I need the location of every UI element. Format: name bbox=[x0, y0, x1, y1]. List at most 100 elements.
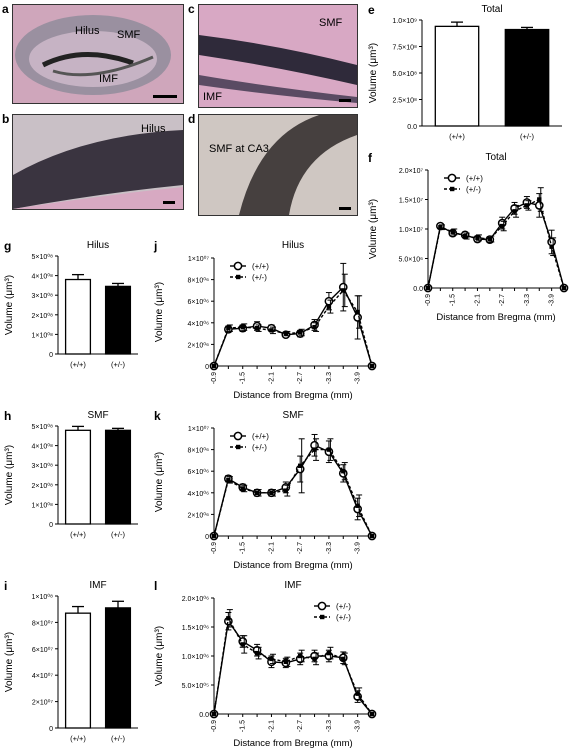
y-tick-label: 8×10⁰⁷ bbox=[32, 619, 54, 627]
x-tick-label: -3.3 bbox=[524, 294, 531, 306]
x-tick-label: -0.9 bbox=[211, 372, 218, 384]
legend-label: (+/+) bbox=[466, 174, 483, 183]
data-point-square bbox=[341, 288, 346, 293]
data-point-square bbox=[537, 197, 542, 202]
panel-letter-h: h bbox=[4, 409, 11, 423]
chart-title: IMF bbox=[89, 580, 106, 591]
data-point-square bbox=[524, 203, 530, 208]
data-point-square bbox=[355, 691, 360, 696]
x-axis-label: Distance from Bregma (mm) bbox=[436, 312, 555, 323]
data-point-square bbox=[499, 223, 505, 229]
chart-e: e Total Volume (μm³) 0.0 2.5×10⁸ 5.0×10⁸ 7.5×1… bbox=[364, 0, 574, 148]
legend-label: (+/+) bbox=[252, 432, 269, 441]
y-tick-label: 0 bbox=[205, 364, 209, 371]
chart-title: IMF bbox=[284, 580, 301, 591]
x-tick-label: -2.7 bbox=[297, 542, 304, 554]
label-smf-a: SMF bbox=[117, 29, 141, 41]
ca3-image bbox=[199, 115, 357, 215]
category-label: (+/+) bbox=[449, 132, 465, 141]
legend-marker-circle bbox=[233, 261, 243, 271]
x-tick-label: -3.3 bbox=[326, 720, 333, 732]
chart-g: g Hilus Volume (μm³) 0 1×10⁰⁸ 2×10⁰⁸ 3×10⁰⁸ 4×1… bbox=[0, 236, 150, 376]
x-tick-label: -1.5 bbox=[240, 372, 247, 384]
bar-het bbox=[504, 28, 550, 127]
chart-svg-h: h SMF Volume (μm³) 0 1×10⁰⁸ 2×10⁰⁸ 3×10⁰⁸ 4×10⁰… bbox=[4, 409, 138, 539]
data-point-square bbox=[254, 650, 260, 656]
data-point-square bbox=[369, 533, 375, 539]
y-tick-label: 5.0×10⁰⁵ bbox=[182, 682, 209, 690]
panel-letter-d: d bbox=[188, 112, 196, 126]
series-line-0 bbox=[427, 201, 565, 289]
chart-title: SMF bbox=[87, 410, 108, 421]
y-tick-label: 0 bbox=[49, 522, 53, 529]
x-tick-label: -3.9 bbox=[354, 542, 361, 554]
chart-l: l IMF Volume (μm³) 0.0 5.0×10⁰⁵ 1.0×10⁰⁶ 1.5×1… bbox=[150, 576, 382, 750]
legend-label: (+/+) bbox=[252, 262, 269, 271]
chart-title: SMF bbox=[282, 410, 303, 421]
y-axis-label: Volume (μm³) bbox=[368, 43, 379, 103]
legend-marker-square bbox=[320, 614, 325, 620]
micrograph-a: Hilus SMF IMF bbox=[12, 4, 184, 104]
y-tick-label: 0.0 bbox=[199, 712, 209, 719]
legend-marker-circle bbox=[233, 431, 243, 441]
y-tick-label: 0 bbox=[205, 534, 209, 541]
x-tick-label: -0.9 bbox=[211, 542, 218, 554]
data-point-square bbox=[297, 653, 303, 659]
chart-svg-e: e Total Volume (μm³) 0.0 2.5×10⁸ 5.0×10⁸ 7.5×1… bbox=[368, 3, 562, 141]
y-tick-label: 8×10⁰⁶ bbox=[188, 447, 210, 455]
data-point-square bbox=[312, 656, 317, 662]
data-point-square bbox=[254, 326, 260, 331]
x-tick-label: -3.9 bbox=[354, 372, 361, 384]
legend-marker-square bbox=[450, 186, 455, 192]
panel-letter-a: a bbox=[2, 2, 9, 16]
micrograph-d: SMF at CA3 bbox=[198, 114, 358, 216]
series-line-0 bbox=[213, 444, 373, 537]
data-point-square bbox=[269, 490, 274, 495]
y-tick-label: 1.5×10⁰⁶ bbox=[182, 624, 209, 632]
y-tick-label: 1×10⁰⁸ bbox=[31, 593, 53, 601]
y-tick-label: 1×10⁰⁸ bbox=[31, 501, 53, 509]
legend-label: (+/-) bbox=[336, 613, 351, 622]
chart-title: Total bbox=[481, 4, 502, 15]
legend-label: (+/-) bbox=[336, 602, 351, 611]
y-tick-label: 3×10⁰⁸ bbox=[31, 462, 53, 470]
y-axis-label: Volume (μm³) bbox=[154, 282, 165, 342]
x-tick-label: -2.7 bbox=[499, 294, 506, 306]
x-tick-label: -2.1 bbox=[474, 294, 481, 306]
hilus-image bbox=[13, 115, 183, 209]
micrograph-c: SMF IMF bbox=[198, 4, 358, 108]
label-smf-c: SMF bbox=[319, 17, 343, 29]
legend-marker-square bbox=[236, 444, 241, 450]
y-axis-label: Volume (μm³) bbox=[4, 275, 15, 335]
data-point-square bbox=[211, 363, 217, 369]
bar-het bbox=[104, 285, 132, 355]
y-tick-label: 2×10⁰⁸ bbox=[31, 482, 53, 490]
data-point-square bbox=[425, 285, 431, 291]
micrograph-b: Hilus bbox=[12, 114, 184, 210]
data-point-square bbox=[462, 233, 468, 239]
x-tick-label: -2.7 bbox=[297, 720, 304, 732]
panel-letter-l: l bbox=[154, 579, 157, 593]
hippocampus-image bbox=[13, 5, 183, 103]
x-axis-label: Distance from Bregma (mm) bbox=[233, 560, 352, 571]
bar-wt bbox=[64, 429, 92, 525]
data-point-square bbox=[240, 324, 245, 330]
chart-svg-f: f Total Volume (μm³) 0.0 5.0×10⁶ 1.0×10⁷ 1.5×1… bbox=[368, 151, 569, 323]
y-tick-label: 2.5×10⁸ bbox=[392, 98, 417, 105]
y-tick-label: 6×10⁰⁷ bbox=[32, 646, 54, 654]
y-tick-label: 5×10⁰⁸ bbox=[31, 423, 53, 431]
y-axis-label: Volume (μm³) bbox=[368, 199, 379, 259]
x-tick-label: -3.3 bbox=[326, 542, 333, 554]
y-tick-label: 1×10⁰⁷ bbox=[188, 425, 210, 433]
y-tick-label: 1×10⁰⁷ bbox=[188, 255, 210, 263]
x-tick-label: -0.9 bbox=[425, 294, 432, 306]
data-point-square bbox=[312, 324, 317, 330]
chart-title: Hilus bbox=[87, 240, 109, 251]
data-point-square bbox=[369, 363, 375, 369]
data-point-square bbox=[211, 533, 217, 539]
bar-het bbox=[104, 429, 132, 525]
chart-svg-g: g Hilus Volume (μm³) 0 1×10⁰⁸ 2×10⁰⁸ 3×10⁰⁸ 4×1… bbox=[4, 239, 138, 369]
category-label: (+/+) bbox=[70, 734, 86, 743]
x-tick-label: -3.3 bbox=[326, 372, 333, 384]
chart-svg-j: j Hilus Volume (μm³) 0 2×10⁰⁶ 4×10⁰⁶ 6×10⁰⁶ 8×1… bbox=[153, 239, 377, 401]
